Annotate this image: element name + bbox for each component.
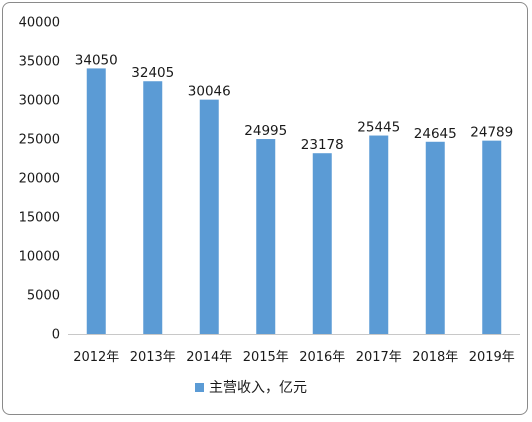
x-tick-label: 2019年	[469, 350, 515, 365]
bars	[86, 68, 502, 334]
data-labels: 34050 32405 30046 24995 23178 25445 24645 24789	[75, 52, 513, 153]
x-tick-label: 2018年	[412, 350, 458, 365]
legend-swatch	[195, 383, 204, 392]
data-label: 24789	[470, 125, 513, 141]
y-tick-label: 25000	[19, 133, 60, 148]
x-tick-label: 2012年	[73, 350, 119, 365]
y-tick-label: 0	[52, 328, 60, 343]
y-tick-label: 20000	[19, 172, 60, 187]
data-label: 32405	[131, 65, 174, 81]
legend-label: 主营收入，亿元	[209, 380, 307, 396]
bar-chart: 0 5000 10000 15000 20000 25000 30000 35000 40000…	[19, 16, 520, 396]
data-label: 25445	[357, 120, 400, 136]
bar	[425, 141, 445, 334]
bar	[482, 140, 502, 334]
bar	[256, 139, 276, 334]
x-axis-ticks: 2012年 2013年 2014年 2015年 2016年 2017年 2018年 2019年	[73, 350, 515, 365]
bar	[199, 99, 219, 334]
data-label: 23178	[301, 137, 344, 153]
legend: 主营收入，亿元	[195, 380, 307, 396]
y-tick-label: 30000	[19, 94, 60, 109]
y-tick-label: 5000	[27, 289, 60, 304]
y-tick-label: 35000	[19, 55, 60, 70]
data-label: 30046	[188, 84, 231, 100]
bar	[312, 153, 332, 334]
y-tick-label: 10000	[19, 250, 60, 265]
x-tick-label: 2013年	[130, 350, 176, 365]
y-axis-ticks: 0 5000 10000 15000 20000 25000 30000 35000 40000	[19, 16, 60, 343]
x-tick-label: 2017年	[356, 350, 402, 365]
x-tick-label: 2014年	[186, 350, 232, 365]
bar	[369, 135, 389, 334]
bar	[143, 81, 163, 334]
bar	[86, 68, 106, 334]
data-label: 24645	[414, 126, 457, 142]
y-tick-label: 40000	[19, 16, 60, 31]
chart-frame: 0 5000 10000 15000 20000 25000 30000 35000 40000…	[2, 2, 528, 415]
data-label: 34050	[75, 52, 118, 68]
y-tick-label: 15000	[19, 211, 60, 226]
x-tick-label: 2015年	[243, 350, 289, 365]
data-label: 24995	[244, 123, 287, 139]
x-tick-label: 2016年	[299, 350, 345, 365]
